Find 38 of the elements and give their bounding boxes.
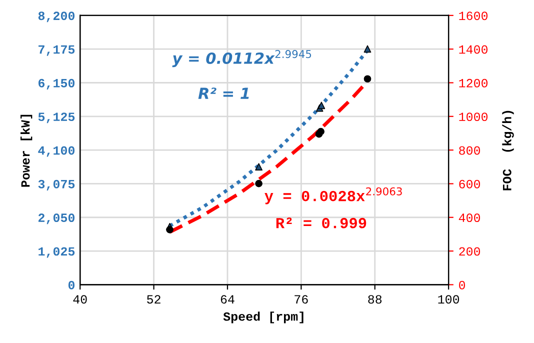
y-tick-label: 4,100	[38, 146, 75, 157]
x-tick-label: 52	[147, 295, 160, 304]
point	[364, 75, 372, 83]
y2-tick-label: 200	[459, 247, 480, 256]
y2-tick-label: 1000	[459, 112, 488, 122]
y-tick-label: 8,200	[38, 12, 75, 22]
point	[317, 128, 325, 136]
y-axis-title: Power [kW]	[20, 114, 32, 187]
x-tick-label: 76	[294, 295, 308, 304]
x-tick-label: 64	[220, 295, 234, 304]
y2-tick-label: 1200	[459, 78, 488, 88]
y-tick-label: 2,050	[38, 214, 75, 224]
y2-tick-label: 800	[459, 146, 480, 155]
annotation: y = 0.0112x$^{2.9945}$	[172, 50, 312, 68]
y2-tick-label: 1400	[459, 45, 488, 54]
x-tick-label: 100	[438, 295, 460, 304]
point	[255, 180, 262, 188]
y-tick-label: 0	[68, 280, 75, 290]
x-axis-title: Speed [rpm]	[223, 312, 304, 324]
y2-axis-title: FOC (kg/h)	[502, 110, 514, 190]
point	[255, 163, 262, 170]
annotation: R² = 0.999	[276, 218, 366, 228]
y-tick-label: 1,025	[38, 247, 75, 258]
y2-tick-label: 400	[458, 214, 480, 222]
annotation: R² = 1	[198, 88, 249, 99]
y-tick-label: 7,175	[38, 45, 75, 56]
x-tick-label: 88	[368, 295, 382, 304]
annotation: y = 0.0028x$^{2.9063}$	[264, 187, 402, 204]
y-tick-label: 6,150	[38, 78, 75, 90]
point	[318, 102, 326, 110]
point	[166, 226, 174, 234]
point	[364, 45, 372, 53]
y-tick-label: 5,125	[38, 112, 75, 124]
x-tick-label: 40	[73, 295, 87, 304]
y2-tick-label: 0	[459, 280, 466, 290]
y-tick-label: 3,075	[38, 180, 75, 190]
y2-tick-label: 600	[459, 180, 480, 188]
y2-tick-label: 1600	[459, 12, 488, 20]
